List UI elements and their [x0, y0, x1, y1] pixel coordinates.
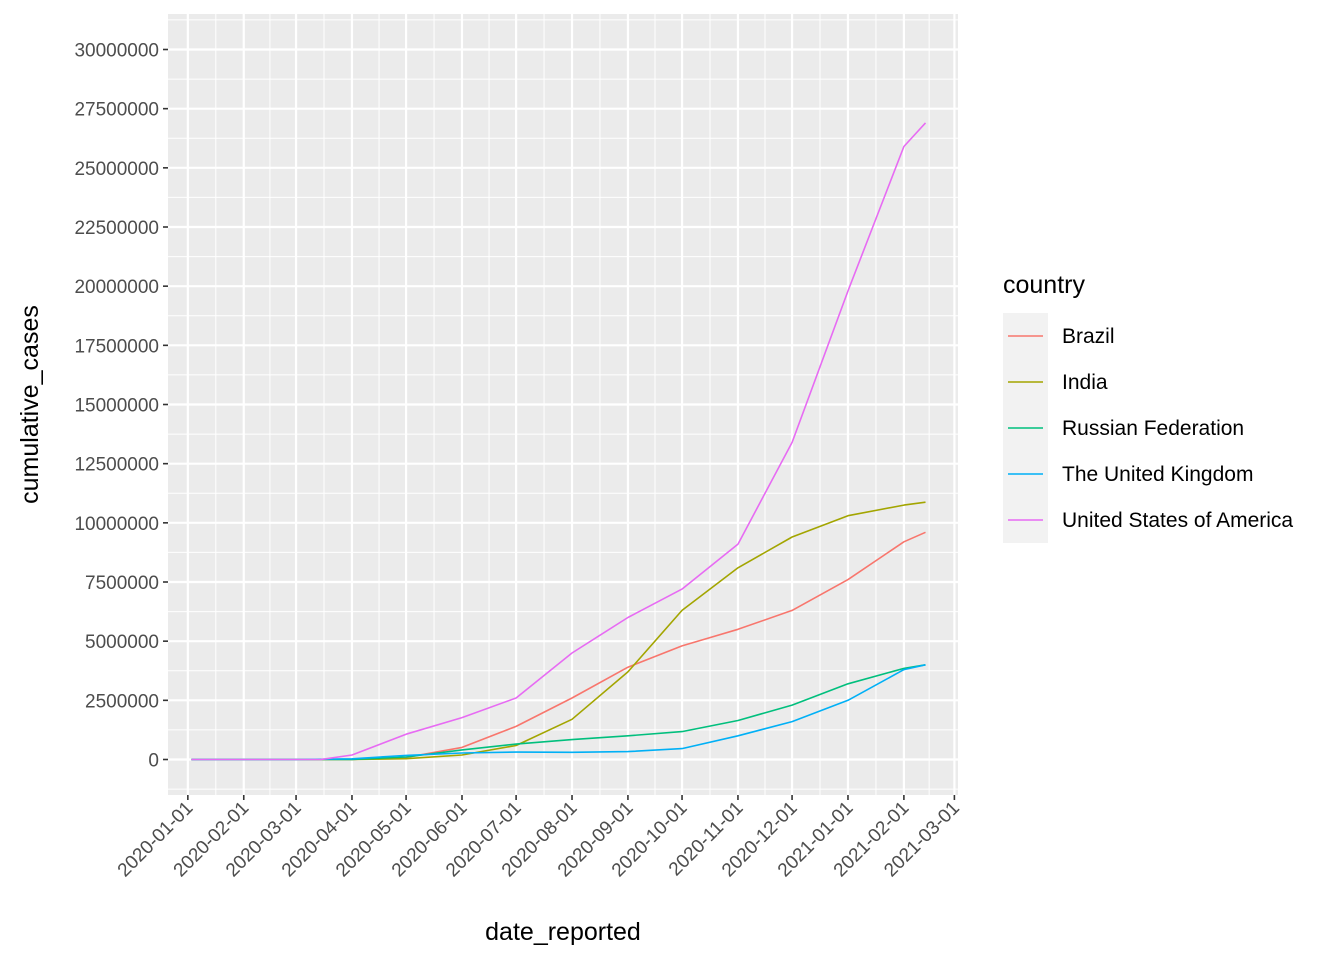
legend-label: India: [1062, 371, 1108, 394]
y-tick-label: 27500000: [74, 100, 159, 121]
legend-label: The United Kingdom: [1062, 463, 1253, 486]
y-tick-label: 22500000: [74, 218, 159, 239]
legend-label: Russian Federation: [1062, 417, 1244, 440]
y-tick-label: 0: [148, 751, 159, 772]
legend-label: Brazil: [1062, 325, 1115, 348]
series-lines: [191, 122, 927, 761]
y-axis: 0 2500000 5000000 7500000 10000000 12500000 15…: [74, 41, 168, 772]
y-tick-label: 12500000: [74, 455, 159, 476]
series-line-the-united-kingdom: [191, 664, 926, 761]
x-axis: 2020-01-012020-02-012020-03-012020-04-01…: [114, 795, 964, 881]
y-axis-title: cumulative_cases: [16, 305, 44, 504]
legend-label: United States of America: [1062, 509, 1293, 532]
y-tick-label: 5000000: [85, 632, 159, 653]
series-line-united-states-of-america: [191, 122, 927, 761]
y-tick-label: 10000000: [74, 514, 159, 535]
y-tick-label: 15000000: [74, 396, 159, 417]
y-tick-label: 2500000: [85, 691, 159, 712]
legend-title: country: [1003, 271, 1085, 299]
legend: country Brazil India Russian Federation The…: [1003, 271, 1293, 543]
y-tick-label: 30000000: [74, 41, 159, 62]
x-axis-title: date_reported: [485, 918, 641, 946]
y-tick-label: 17500000: [74, 336, 159, 357]
y-tick-label: 25000000: [74, 159, 159, 180]
y-tick-label: 20000000: [74, 277, 159, 298]
major-gridlines: [168, 14, 958, 795]
y-tick-label: 7500000: [85, 573, 159, 594]
